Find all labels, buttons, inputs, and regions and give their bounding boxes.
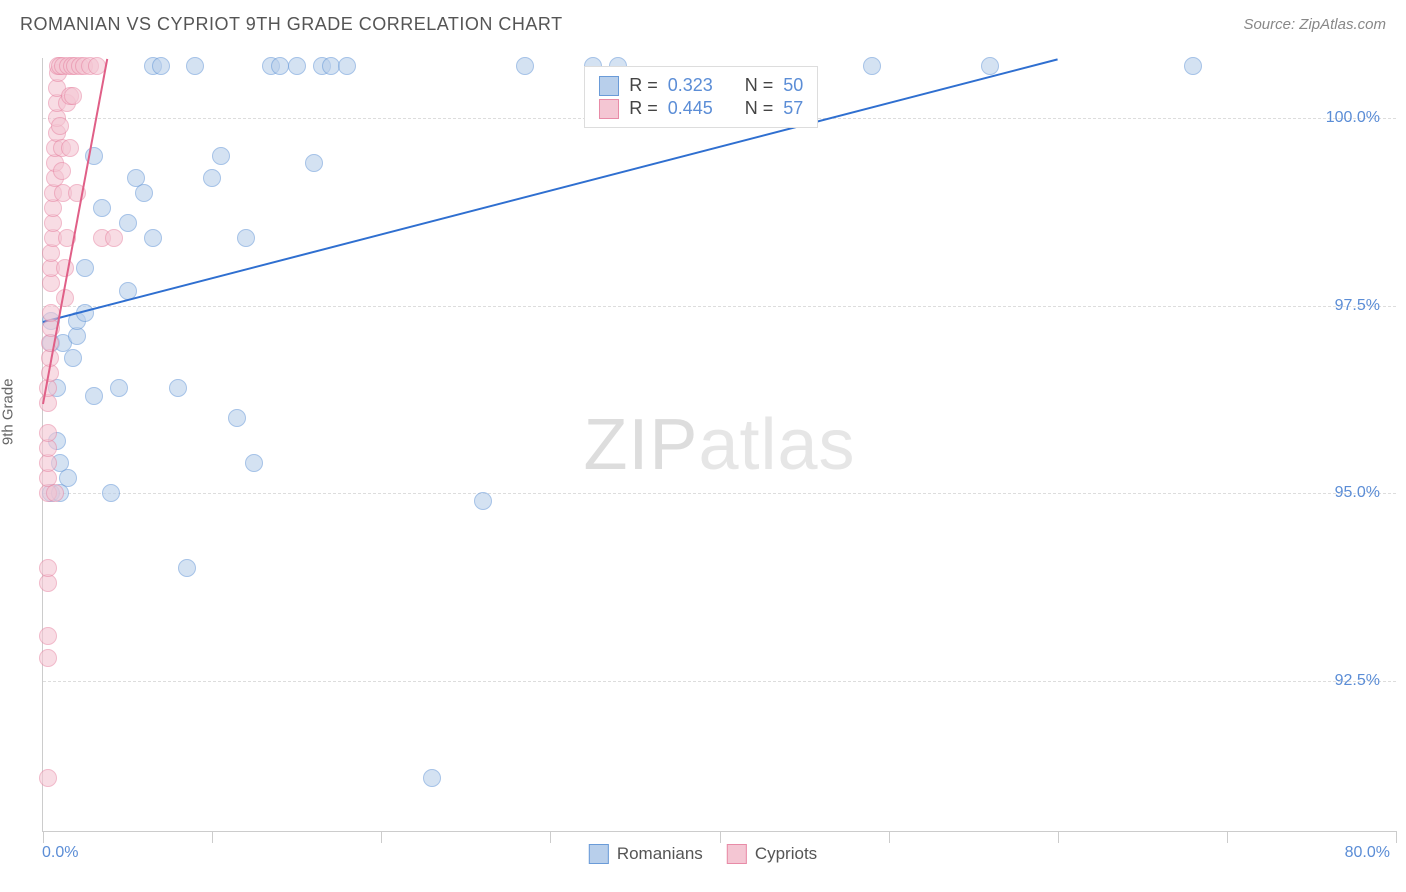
stats-box: R = 0.323 N = 50 R = 0.445 N = 57 [584,66,818,128]
scatter-point [85,387,103,405]
gridline-horizontal [43,493,1396,494]
scatter-point [212,147,230,165]
trend-line [43,58,1058,323]
watermark-part-a: ZIP [583,405,698,485]
chart-header: ROMANIAN VS CYPRIOT 9TH GRADE CORRELATIO… [0,0,1406,48]
scatter-point [981,57,999,75]
x-tick [550,831,551,843]
scatter-point [102,484,120,502]
x-tick [381,831,382,843]
stat-n-label: N = [745,98,774,119]
scatter-point [237,229,255,247]
y-tick-label: 92.5% [1335,672,1380,690]
scatter-point [144,229,162,247]
scatter-point [76,259,94,277]
stat-r-label: R = [629,75,658,96]
scatter-point [61,139,79,157]
gridline-horizontal [43,306,1396,307]
scatter-point [245,454,263,472]
scatter-point [423,769,441,787]
x-tick [720,831,721,843]
legend-item: Romanians [589,844,703,864]
scatter-point [169,379,187,397]
plot-area: ZIPatlas 92.5% 95.0% 97.5% 100.0% R = 0.323 N … [42,58,1396,832]
scatter-point [322,57,340,75]
legend-swatch [599,99,619,119]
legend-swatch [589,844,609,864]
watermark: ZIPatlas [583,404,855,486]
stat-n-label: N = [745,75,774,96]
x-tick-label: 0.0% [42,844,78,862]
legend-label: Cypriots [755,844,817,864]
scatter-point [186,57,204,75]
scatter-point [64,349,82,367]
stat-r-value: 0.323 [668,75,713,96]
scatter-point [105,229,123,247]
stats-row: R = 0.323 N = 50 [599,75,803,96]
scatter-point [119,214,137,232]
x-tick [1058,831,1059,843]
scatter-point [228,409,246,427]
scatter-point [93,199,111,217]
scatter-point [1184,57,1202,75]
scatter-point [39,627,57,645]
scatter-point [178,559,196,577]
scatter-point [305,154,323,172]
x-tick [1227,831,1228,843]
scatter-point [56,289,74,307]
scatter-point [39,559,57,577]
scatter-point [288,57,306,75]
stats-row: R = 0.445 N = 57 [599,98,803,119]
scatter-point [64,87,82,105]
scatter-point [51,117,69,135]
x-tick [889,831,890,843]
legend-swatch [727,844,747,864]
x-tick-label: 80.0% [1345,844,1390,862]
legend-label: Romanians [617,844,703,864]
scatter-point [338,57,356,75]
scatter-point [46,484,64,502]
scatter-point [59,469,77,487]
watermark-part-b: atlas [698,405,855,485]
stat-r-value: 0.445 [668,98,713,119]
x-tick [1396,831,1397,843]
scatter-point [39,769,57,787]
x-tick [43,831,44,843]
chart-source: Source: ZipAtlas.com [1243,16,1386,33]
stat-n-value: 57 [783,98,803,119]
y-axis-label: 9th Grade [0,378,17,445]
legend-item: Cypriots [727,844,817,864]
stat-n-value: 50 [783,75,803,96]
y-tick-label: 100.0% [1326,109,1380,127]
x-tick [212,831,213,843]
scatter-point [135,184,153,202]
scatter-point [516,57,534,75]
legend-swatch [599,76,619,96]
scatter-point [110,379,128,397]
scatter-point [863,57,881,75]
scatter-point [39,649,57,667]
scatter-point [53,162,71,180]
scatter-point [152,57,170,75]
chart-title: ROMANIAN VS CYPRIOT 9TH GRADE CORRELATIO… [20,14,563,35]
chart-container: 9th Grade ZIPatlas 92.5% 95.0% 97.5% 100.0%… [0,48,1406,892]
scatter-point [203,169,221,187]
scatter-point [474,492,492,510]
gridline-horizontal [43,681,1396,682]
scatter-point [39,424,57,442]
scatter-point [271,57,289,75]
y-tick-label: 97.5% [1335,297,1380,315]
stat-r-label: R = [629,98,658,119]
y-tick-label: 95.0% [1335,484,1380,502]
bottom-legend: Romanians Cypriots [589,844,817,864]
